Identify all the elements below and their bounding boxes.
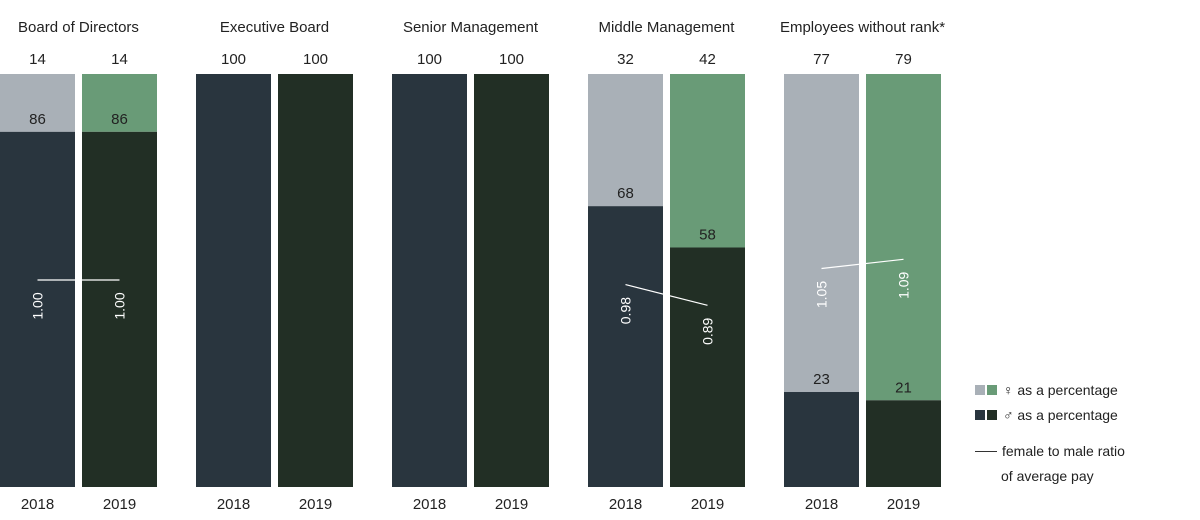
top-value-label: 42: [699, 51, 716, 68]
legend-ratio-label-2: of average pay: [1001, 468, 1094, 484]
bar-female: [0, 74, 75, 132]
bar-male: [196, 74, 271, 487]
bar-male: [588, 206, 663, 487]
legend-female-swatch-2018: [975, 384, 985, 395]
bar-male: [82, 131, 157, 487]
bar-female: [866, 74, 941, 401]
legend-male-swatch-2019: [987, 409, 997, 420]
year-label: 2019: [103, 496, 136, 513]
top-value-label: 79: [895, 51, 912, 68]
bar-female: [588, 74, 663, 207]
ratio-value-label: 0.98: [618, 297, 634, 324]
year-label: 2018: [609, 496, 642, 513]
ratio-value-label: 1.05: [814, 281, 830, 308]
group-title: Board of Directors: [18, 19, 139, 36]
male-value-label: 86: [111, 111, 128, 128]
bar-male: [474, 74, 549, 487]
male-value-label: 58: [699, 226, 716, 243]
legend-male-swatch-2018: [975, 409, 985, 420]
year-label: 2019: [495, 496, 528, 513]
bar-male: [670, 247, 745, 487]
group-title: Middle Management: [599, 19, 736, 36]
legend-ratio-label-1: female to male ratio: [1002, 443, 1125, 459]
top-value-label: 100: [303, 51, 328, 68]
year-label: 2019: [887, 496, 920, 513]
bar-female: [784, 74, 859, 393]
legend-female: ♀ as a percentage: [975, 377, 1125, 402]
top-value-label: 77: [813, 51, 830, 68]
legend-ratio-line: [975, 451, 997, 452]
legend-male-label: ♂ as a percentage: [1003, 406, 1118, 423]
male-value-label: 86: [29, 111, 46, 128]
top-value-label: 100: [499, 51, 524, 68]
ratio-value-label: 1.00: [30, 292, 46, 319]
bar-male: [278, 74, 353, 487]
year-label: 2018: [21, 496, 54, 513]
bar-female: [82, 74, 157, 132]
legend-male: ♂ as a percentage: [975, 402, 1125, 427]
year-label: 2019: [299, 496, 332, 513]
male-value-label: 21: [895, 379, 912, 396]
bar-male: [0, 131, 75, 487]
ratio-line: [625, 284, 708, 306]
ratio-line: [821, 258, 904, 270]
year-label: 2018: [805, 496, 838, 513]
year-label: 2018: [413, 496, 446, 513]
group-title: Senior Management: [403, 19, 539, 36]
group-title: Employees without rank*: [780, 19, 945, 36]
top-value-label: 14: [29, 51, 46, 68]
bar-female: [670, 74, 745, 248]
top-value-label: 100: [417, 51, 442, 68]
ratio-value-label: 0.89: [700, 317, 716, 344]
bar-male: [866, 400, 941, 487]
bar-male: [392, 74, 467, 487]
ratio-value-label: 1.00: [112, 292, 128, 319]
legend-ratio: female to male ratio of average pay: [975, 439, 1125, 489]
year-label: 2019: [691, 496, 724, 513]
ratio-value-label: 1.09: [896, 271, 912, 298]
legend: ♀ as a percentage ♂ as a percentage fema…: [975, 377, 1125, 489]
male-value-label: 68: [617, 185, 634, 202]
legend-female-label: ♀ as a percentage: [1003, 381, 1118, 398]
bar-male: [784, 392, 859, 487]
group-title: Executive Board: [220, 19, 329, 36]
top-value-label: 100: [221, 51, 246, 68]
legend-female-swatch-2019: [987, 384, 997, 395]
year-label: 2018: [217, 496, 250, 513]
top-value-label: 32: [617, 51, 634, 68]
male-value-label: 23: [813, 371, 830, 388]
top-value-label: 14: [111, 51, 128, 68]
